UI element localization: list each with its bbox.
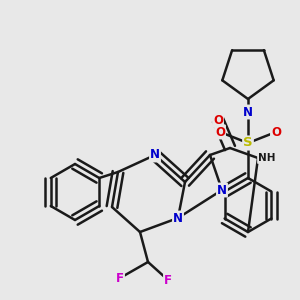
Text: S: S — [243, 136, 253, 149]
Text: N: N — [173, 212, 183, 224]
Text: O: O — [271, 125, 281, 139]
Text: F: F — [164, 274, 172, 286]
Text: NH: NH — [258, 153, 275, 163]
Text: O: O — [215, 125, 225, 139]
Text: O: O — [213, 113, 223, 127]
Text: N: N — [217, 184, 227, 196]
Text: N: N — [243, 106, 253, 118]
Text: N: N — [150, 148, 160, 161]
Text: F: F — [116, 272, 124, 284]
